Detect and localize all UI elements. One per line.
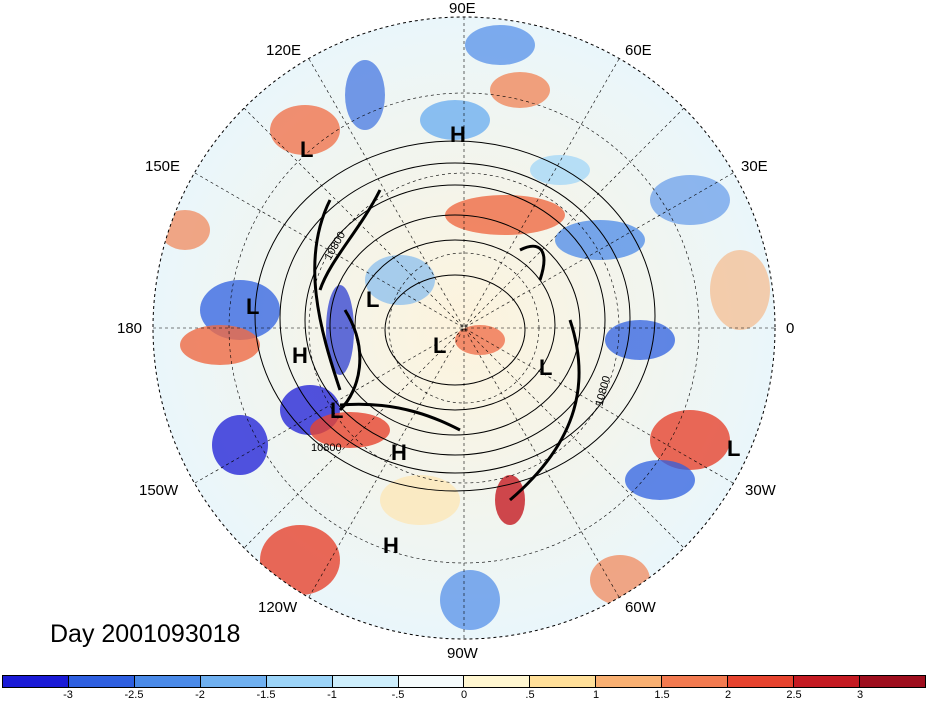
anomaly-field (153, 17, 775, 639)
colorbar-tick-label: 2 (724, 689, 732, 701)
colorbar-tick-label: 2.5 (786, 689, 802, 701)
colorbar-tick-label: -3 (63, 689, 73, 701)
colorbar-swatch (530, 676, 597, 687)
lon-label-30w: 30W (745, 482, 776, 499)
colorbar-tick-label: 1.5 (654, 689, 670, 701)
pressure-center-low: L (300, 137, 314, 162)
lon-label-60e: 60E (625, 42, 652, 59)
map-boundary (152, 16, 776, 640)
pressure-center-low: L (246, 294, 260, 319)
colorbar-tick-label: -1.5 (256, 689, 276, 701)
colorbar-swatch (596, 676, 663, 687)
colorbar-tick-label: 0 (460, 689, 468, 701)
lon-label-180: 180 (117, 320, 143, 337)
pressure-center-high: H (292, 343, 308, 368)
pressure-center-low: L (330, 398, 344, 423)
colorbar-tick-label: -.5 (391, 689, 405, 701)
pressure-center-low: L (727, 436, 741, 461)
lon-label-30e: 30E (741, 158, 768, 175)
height-contours (254, 140, 656, 502)
colorbar-tick-label: 3 (856, 689, 864, 701)
colorbar-swatch (728, 676, 795, 687)
pressure-center-low: L (433, 333, 447, 358)
colorbar-tick-label: -2 (195, 689, 205, 701)
lon-label-150w: 150W (139, 482, 179, 499)
graticule (153, 17, 775, 639)
map-title: Day 2001093018 (50, 620, 241, 648)
pressure-center-high: H (383, 533, 399, 558)
pressure-center-high: H (391, 440, 407, 465)
colorbar-tick-label: .5 (525, 689, 535, 701)
pressure-center-low: L (366, 287, 380, 312)
lon-label-60w: 60W (625, 599, 656, 616)
colorbar-swatch (3, 676, 69, 687)
colorbar-swatch (332, 676, 399, 687)
colorbar-swatch (134, 676, 201, 687)
lon-label-90w: 90W (447, 645, 478, 662)
colorbar-swatch (859, 676, 925, 687)
lon-label-150e: 150E (145, 158, 181, 175)
lon-label-120w: 120W (258, 599, 298, 616)
colorbar-swatch (794, 676, 860, 687)
colorbar-tick-label: -2.5 (124, 689, 144, 701)
colorbar (2, 675, 926, 688)
colorbar-swatch (266, 676, 333, 687)
colorbar-tick-label: -1 (327, 689, 337, 701)
colorbar-swatch (200, 676, 267, 687)
lon-label-0: 0 (786, 320, 795, 337)
colorbar-swatch (398, 676, 465, 687)
colorbar-swatch (464, 676, 531, 687)
colorbar-swatch (68, 676, 135, 687)
lon-label-120e: 120E (266, 42, 302, 59)
colorbar-swatch (662, 676, 729, 687)
colorbar-tick-label: 1 (592, 689, 600, 701)
pressure-center-low: L (539, 355, 553, 380)
pressure-center-high: H (450, 122, 466, 147)
lon-label-90e: 90E (449, 0, 476, 17)
contour-label: 10800 (311, 442, 342, 454)
